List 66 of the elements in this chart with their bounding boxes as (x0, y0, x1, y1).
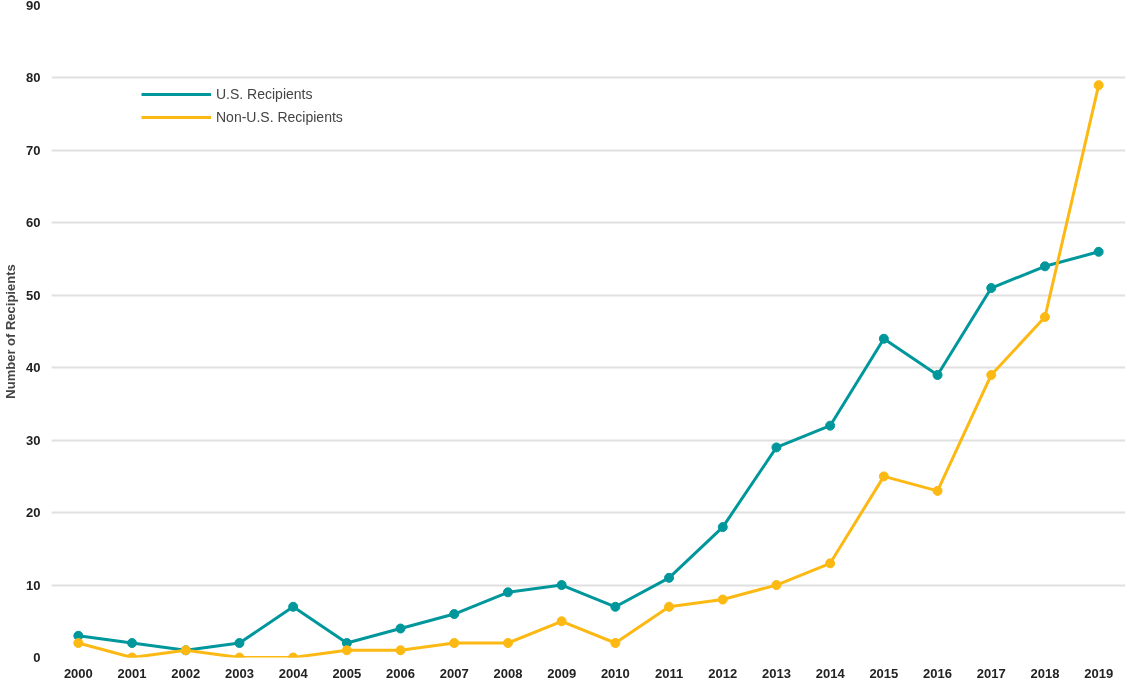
point (234, 638, 245, 648)
y-tick-label: 0 (33, 650, 41, 665)
x-tick-label: 2016 (923, 665, 953, 680)
x-tick-label: 2014 (815, 665, 846, 680)
point (395, 623, 406, 634)
point (502, 638, 513, 648)
y-tick-label: 40 (26, 360, 41, 376)
point (1039, 261, 1050, 272)
x-tick-label: 2012 (708, 665, 738, 680)
point (449, 609, 460, 620)
x-tick-label: 2011 (654, 665, 684, 680)
y-tick-label: 60 (26, 215, 41, 231)
point (932, 369, 943, 380)
y-tick-label: 90 (26, 0, 41, 13)
point (127, 638, 138, 648)
point (1093, 80, 1104, 91)
point (449, 638, 460, 648)
x-tick-label: 2004 (278, 665, 309, 680)
y-tick-label: 50 (26, 287, 41, 303)
point (986, 369, 997, 380)
point (556, 616, 567, 627)
point (717, 594, 728, 605)
point (878, 471, 889, 482)
point (610, 601, 621, 612)
x-tick-label: 2008 (493, 665, 523, 680)
point (502, 587, 513, 598)
point (825, 558, 836, 569)
point (717, 522, 728, 533)
x-tick-label: 2013 (761, 665, 791, 680)
point (664, 601, 675, 612)
legend-label: U.S. Recipients (216, 86, 313, 102)
x-tick-label: 2000 (63, 665, 93, 680)
point (1093, 246, 1104, 257)
x-tick-label: 2015 (869, 665, 899, 680)
point (288, 601, 299, 612)
point (771, 580, 782, 591)
x-tick-label: 2005 (332, 665, 362, 680)
x-tick-label: 2017 (976, 665, 1006, 680)
point (664, 572, 675, 583)
point (395, 645, 406, 656)
point (878, 333, 889, 344)
x-tick-label: 2018 (1030, 665, 1060, 680)
y-tick-label: 20 (26, 505, 41, 521)
y-tick-label: 10 (26, 577, 41, 593)
y-tick-label: 30 (26, 432, 41, 448)
point (825, 420, 836, 431)
x-tick-label: 2009 (547, 665, 577, 680)
x-tick-label: 2007 (439, 665, 469, 680)
point (73, 638, 84, 648)
x-tick-label: 2002 (171, 665, 201, 680)
x-tick-label: 2010 (600, 665, 630, 680)
point (1039, 312, 1050, 322)
point (932, 485, 943, 496)
point (986, 283, 997, 294)
y-tick-label: 80 (26, 70, 41, 86)
x-tick-label: 2001 (117, 665, 147, 680)
point (610, 638, 621, 648)
x-tick-label: 2003 (224, 665, 254, 680)
x-tick-label: 2019 (1084, 665, 1114, 680)
x-tick-label: 2006 (386, 665, 416, 680)
y-tick-label: 70 (26, 142, 41, 158)
point (556, 580, 567, 591)
point (341, 645, 352, 656)
legend-label: Non-U.S. Recipients (216, 109, 343, 125)
point (771, 442, 782, 453)
y-axis-title: Number of Recipients (3, 264, 19, 399)
